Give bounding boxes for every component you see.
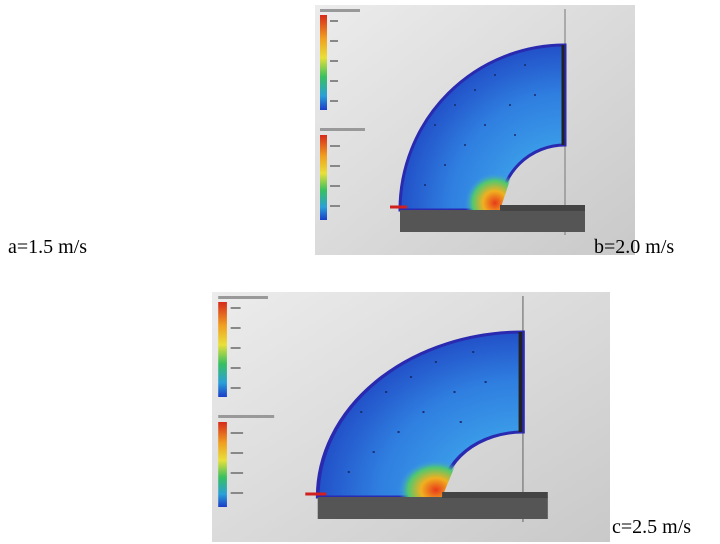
- simulation-image: [212, 292, 610, 542]
- simulation-image: [315, 5, 635, 255]
- caption: b=2.0 m/s: [594, 236, 675, 258]
- caption: a=1.5 m/s: [8, 236, 88, 258]
- caption: c=2.5 m/s: [612, 516, 692, 538]
